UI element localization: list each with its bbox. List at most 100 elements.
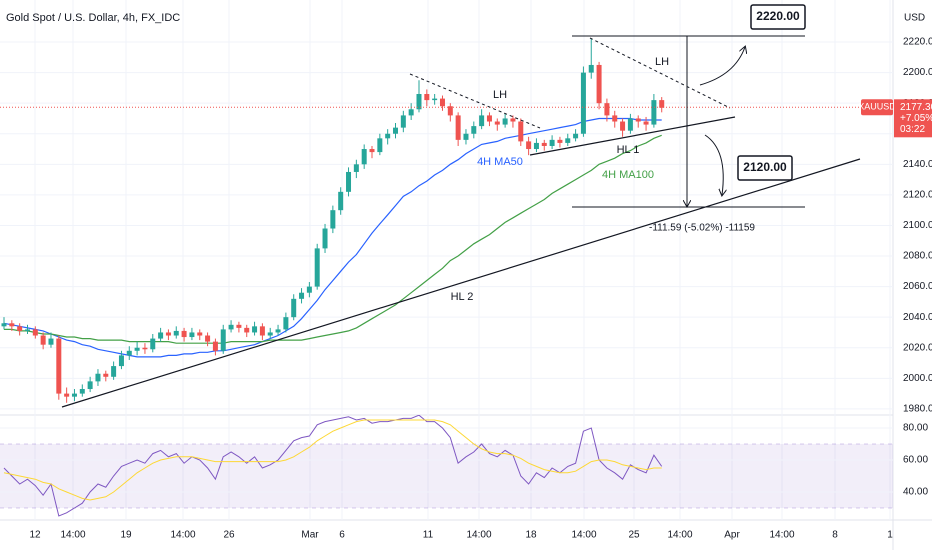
candle-body — [252, 326, 258, 333]
annotation-label: HL 2 — [451, 291, 474, 303]
candle-body — [314, 248, 320, 287]
series-label: 4H MA50 — [477, 156, 523, 168]
candle-body — [596, 64, 602, 104]
callout-label: 2120.00 — [743, 160, 787, 174]
candle-body — [338, 191, 344, 211]
candle-body — [463, 133, 469, 140]
x-tick-label: 14:00 — [170, 530, 195, 541]
candle-body — [533, 142, 539, 150]
candle-body — [400, 115, 406, 128]
candle-body — [48, 338, 54, 345]
candle-body — [158, 332, 164, 339]
candle-body — [604, 103, 610, 116]
candle-body — [299, 292, 305, 299]
candle-body — [32, 329, 38, 336]
rsi-plot — [0, 415, 893, 520]
x-tick-label: 14:00 — [466, 530, 491, 541]
rsi-pane — [0, 415, 893, 520]
annotation-label: LH — [493, 89, 507, 101]
candle-body — [126, 350, 132, 356]
currency: USD — [904, 13, 925, 24]
candle-body — [447, 106, 453, 116]
x-tick-label: Mar — [301, 530, 319, 541]
y-tick-label: 2060.00 — [903, 281, 932, 292]
candle-body — [40, 335, 46, 345]
y-tick-label: 2100.00 — [903, 220, 932, 231]
candle-body — [620, 121, 626, 131]
y-tick-label: 2120.00 — [903, 190, 932, 201]
x-tick-label: 14:00 — [769, 530, 794, 541]
candle-body — [56, 338, 62, 394]
candle-body — [346, 171, 352, 192]
candle-body — [377, 138, 383, 153]
y-tick-label: 80.00 — [903, 423, 928, 434]
symbol-badge — [861, 99, 893, 116]
candle-body — [361, 149, 367, 165]
drawings: LH LH HL 1 HL 2 2220.00 2120.00 -111.59 (-5.02… — [61, 4, 861, 408]
countdown-label: 03:22 — [900, 124, 925, 135]
x-tick-label: Apr — [724, 530, 740, 541]
candle-body — [455, 115, 461, 140]
moving-average — [4, 134, 662, 344]
rsi-band — [0, 443, 893, 508]
candle-body — [565, 138, 571, 143]
candle-body — [291, 298, 297, 318]
x-tick-label: 25 — [628, 530, 640, 541]
candle-body — [580, 72, 586, 134]
candle-body — [283, 317, 289, 330]
candle-body — [87, 381, 93, 390]
trend-line — [61, 158, 861, 408]
annotation-label: -111.59 (-5.02%) -11159 — [649, 223, 755, 234]
candle-body — [502, 118, 508, 125]
y-tick-label: 1980.00 — [903, 404, 932, 415]
x-tick-label: 26 — [223, 530, 235, 541]
price-plot — [0, 0, 893, 415]
candle-body — [369, 149, 375, 153]
series-label: 4H MA100 — [602, 169, 654, 181]
x-tick-label: 19 — [120, 530, 132, 541]
candle-body — [142, 347, 148, 350]
x-tick-label: 1 — [887, 530, 893, 541]
x-tick-label: 6 — [339, 530, 345, 541]
candle-body — [236, 324, 242, 328]
candle-body — [612, 115, 618, 122]
y-tick-label: 2080.00 — [903, 251, 932, 262]
candle-body — [659, 100, 665, 108]
candle-body — [573, 133, 579, 139]
y-tick-label: 2020.00 — [903, 342, 932, 353]
candle-body — [150, 338, 156, 350]
candle-body — [205, 335, 211, 342]
x-tick-label: 14:00 — [667, 530, 692, 541]
candle-body — [518, 121, 524, 142]
candle-body — [416, 94, 422, 110]
candle-body — [267, 332, 273, 336]
candle-body — [197, 332, 203, 336]
callout-box — [737, 155, 793, 181]
chart-title: Gold Spot / U.S. Dollar, 4h, FX_IDC — [6, 12, 180, 24]
candle-body — [95, 373, 101, 382]
x-tick-label: 14:00 — [571, 530, 596, 541]
candle-body — [17, 326, 23, 331]
candle-body — [385, 133, 391, 139]
candle-body — [103, 373, 109, 377]
curved-arrow — [704, 134, 723, 195]
x-tick-label: 8 — [832, 530, 838, 541]
indicator-line — [3, 415, 663, 517]
annotation-label: LH — [655, 56, 669, 68]
price-pane — [0, 0, 893, 415]
curved-arrow — [699, 47, 745, 86]
candle-body — [244, 327, 250, 333]
candle-body — [64, 393, 70, 397]
candle-body — [322, 228, 328, 249]
candle-body — [189, 332, 195, 338]
trend-line — [529, 116, 736, 156]
candle-body — [557, 139, 563, 143]
trend-line — [589, 37, 731, 109]
candle-body — [24, 329, 30, 331]
candle-body — [549, 139, 555, 146]
symbol-label: XAUUSD — [858, 102, 896, 112]
candle-body — [486, 115, 492, 122]
candle-body — [651, 100, 657, 125]
